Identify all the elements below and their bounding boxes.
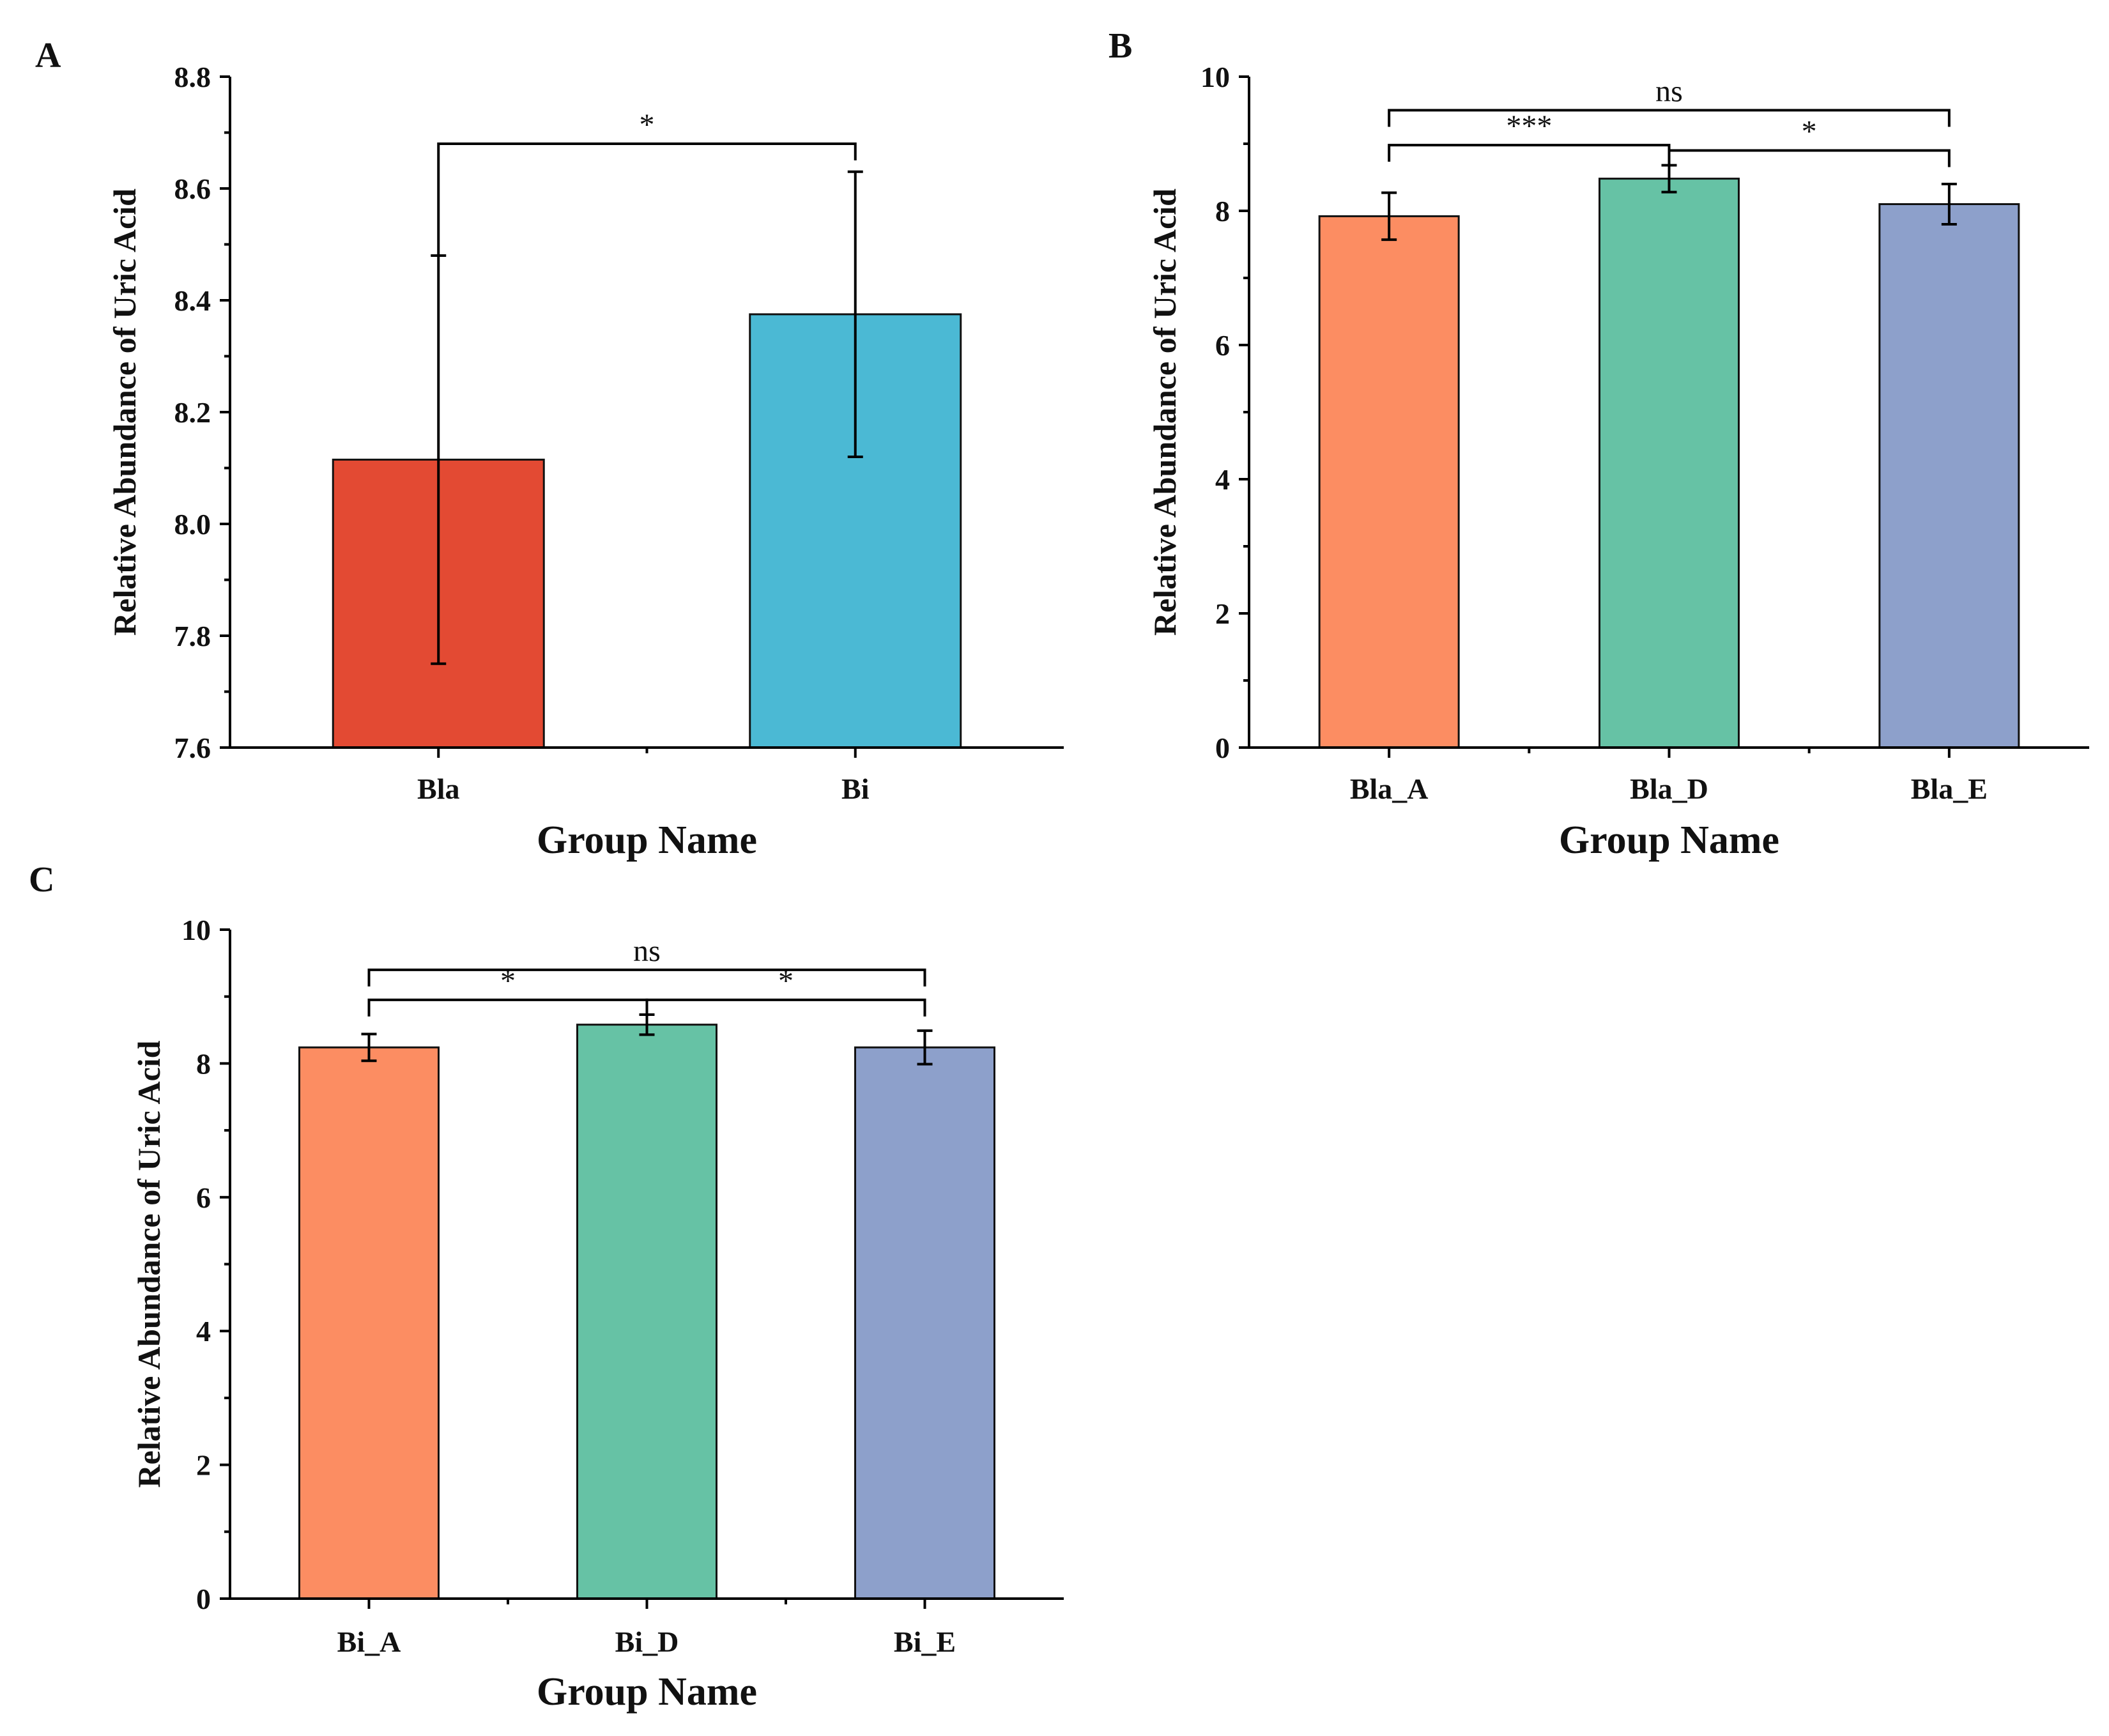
- x-tick-label: Bla_A: [1350, 772, 1429, 805]
- panel-letter: C: [29, 860, 54, 900]
- chart-panel-b: B 0 2 4 6 8 10 Bla_A Bla_D Bla_E Relative Abundanc…: [1108, 26, 2089, 862]
- significance-bracket: [1388, 109, 1951, 127]
- significance-label: ***: [1506, 109, 1552, 143]
- significance-bracket: [437, 142, 857, 256]
- y-tick-label: 7.8: [174, 620, 211, 652]
- bar-bla-e: [1878, 203, 2020, 749]
- error-bar: [1941, 183, 1957, 226]
- significance-bracket: [367, 968, 926, 987]
- significance-label: *: [1802, 115, 1817, 149]
- y-tick-label: 8: [1215, 195, 1230, 227]
- y-tick-label: 8.6: [174, 173, 211, 205]
- x-tick-label: Bi_D: [615, 1625, 679, 1658]
- x-tick-label: Bi: [841, 772, 870, 805]
- significance-bracket: [1388, 144, 1671, 162]
- x-axis-title: Group Name: [537, 1670, 757, 1714]
- chart-panel-a: A 7.6 7.8 8.0 8.2 8.4 8.6 8.8 Bla Bi Relative Abun…: [35, 36, 1064, 862]
- y-tick-label: 10: [181, 914, 211, 946]
- y-tick-label: 10: [1200, 61, 1230, 93]
- x-tick-label: Bla_E: [1911, 772, 1988, 805]
- x-tick-label: Bi_E: [894, 1625, 956, 1658]
- significance-label: ns: [633, 934, 661, 968]
- x-axis-title: Group Name: [537, 818, 757, 862]
- chart-panel-c: C 0 2 4 6 8 10 Bi_A Bi_D Bi_E Relative Abundance o…: [29, 860, 1064, 1714]
- panel-letter: B: [1108, 26, 1132, 66]
- bar-bi-d: [576, 1024, 717, 1600]
- y-tick-label: 8.4: [174, 284, 211, 317]
- x-tick-label: Bi_A: [337, 1625, 401, 1658]
- y-tick-label: 8.0: [174, 508, 211, 541]
- y-tick-label: 8: [196, 1047, 211, 1080]
- significance-label: *: [640, 108, 655, 142]
- y-tick-label: 0: [1215, 732, 1230, 764]
- y-tick-label: 4: [1215, 463, 1230, 496]
- y-tick-label: 8.2: [174, 396, 211, 429]
- y-tick-label: 6: [196, 1181, 211, 1214]
- y-tick-label: 2: [1215, 597, 1230, 630]
- error-bar: [917, 1029, 933, 1066]
- error-bar: [847, 170, 863, 458]
- significance-bracket: [1668, 149, 1951, 167]
- bar-bla-d: [1599, 178, 1740, 749]
- y-axis-title: Relative Abundance of Uric Acid: [107, 188, 142, 636]
- y-axis-title: Relative Abundance of Uric Acid: [1147, 188, 1183, 636]
- bar-bi-e: [854, 1046, 995, 1600]
- y-tick-label: 7.6: [174, 732, 211, 764]
- significance-label: *: [500, 964, 516, 998]
- y-tick-label: 8.8: [174, 61, 211, 93]
- bar-bi-a: [298, 1046, 440, 1600]
- y-tick-label: 0: [196, 1583, 211, 1615]
- error-bar: [361, 1033, 377, 1063]
- significance-bracket: [645, 998, 926, 1017]
- panel-letter: A: [35, 36, 61, 75]
- y-tick-label: 4: [196, 1315, 211, 1348]
- x-axis-title: Group Name: [1559, 818, 1779, 862]
- y-tick-label: 6: [1215, 329, 1230, 362]
- y-tick-label: 2: [196, 1449, 211, 1482]
- bar-bla-a: [1318, 215, 1460, 749]
- significance-bracket: [367, 998, 648, 1017]
- error-bar: [1381, 191, 1397, 242]
- y-axis-title: Relative Abundance of Uric Acid: [131, 1040, 167, 1487]
- x-tick-label: Bla_D: [1630, 772, 1708, 805]
- x-tick-label: Bla: [417, 772, 459, 805]
- significance-label: ns: [1655, 75, 1683, 109]
- significance-label: *: [778, 964, 794, 998]
